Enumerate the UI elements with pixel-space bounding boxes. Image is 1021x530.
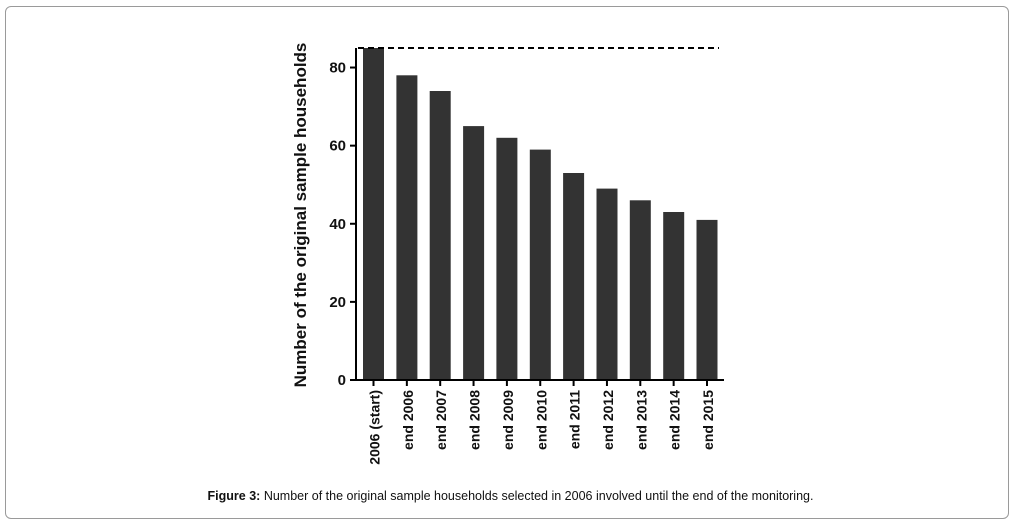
y-tick-label: 40	[329, 216, 346, 233]
x-tick-label: end 2006	[400, 390, 416, 450]
x-tick-label: 2006 (start)	[367, 390, 383, 465]
bar	[463, 126, 485, 380]
x-tick-label: end 2012	[600, 390, 616, 450]
x-tick-label: end 2007	[433, 390, 449, 450]
y-tick-label: 60	[329, 138, 346, 155]
y-tick-label: 0	[338, 372, 346, 389]
bar	[663, 212, 685, 380]
y-ticks-group: 0 20 40 60 80	[329, 60, 356, 389]
bar	[396, 75, 418, 381]
bars-group	[363, 48, 718, 381]
y-tick-label: 80	[329, 60, 346, 77]
caption-label: Figure 3:	[207, 489, 261, 503]
bar	[563, 173, 585, 380]
bar	[429, 91, 451, 380]
x-tick-label: end 2010	[533, 390, 549, 450]
figure-caption: Figure 3: Number of the original sample …	[0, 489, 1021, 503]
bar	[596, 188, 618, 380]
x-tick-label: end 2013	[633, 390, 649, 450]
y-tick-label: 20	[329, 294, 346, 311]
bar	[529, 149, 551, 380]
x-tick-label: end 2009	[500, 390, 516, 450]
caption-text: Number of the original sample households…	[263, 489, 814, 503]
x-tick-label: end 2014	[667, 390, 683, 450]
bar	[496, 137, 518, 380]
y-axis-label: Number of the original sample households	[291, 43, 310, 388]
x-ticks-group: 2006 (start) end 2006 end 2007 end 2008 end …	[367, 380, 716, 465]
bar	[696, 219, 718, 380]
x-tick-label: end 2015	[700, 390, 716, 450]
bar	[363, 48, 384, 380]
bar	[629, 200, 651, 380]
x-tick-label: end 2008	[467, 390, 483, 450]
x-tick-label: end 2011	[567, 390, 583, 449]
